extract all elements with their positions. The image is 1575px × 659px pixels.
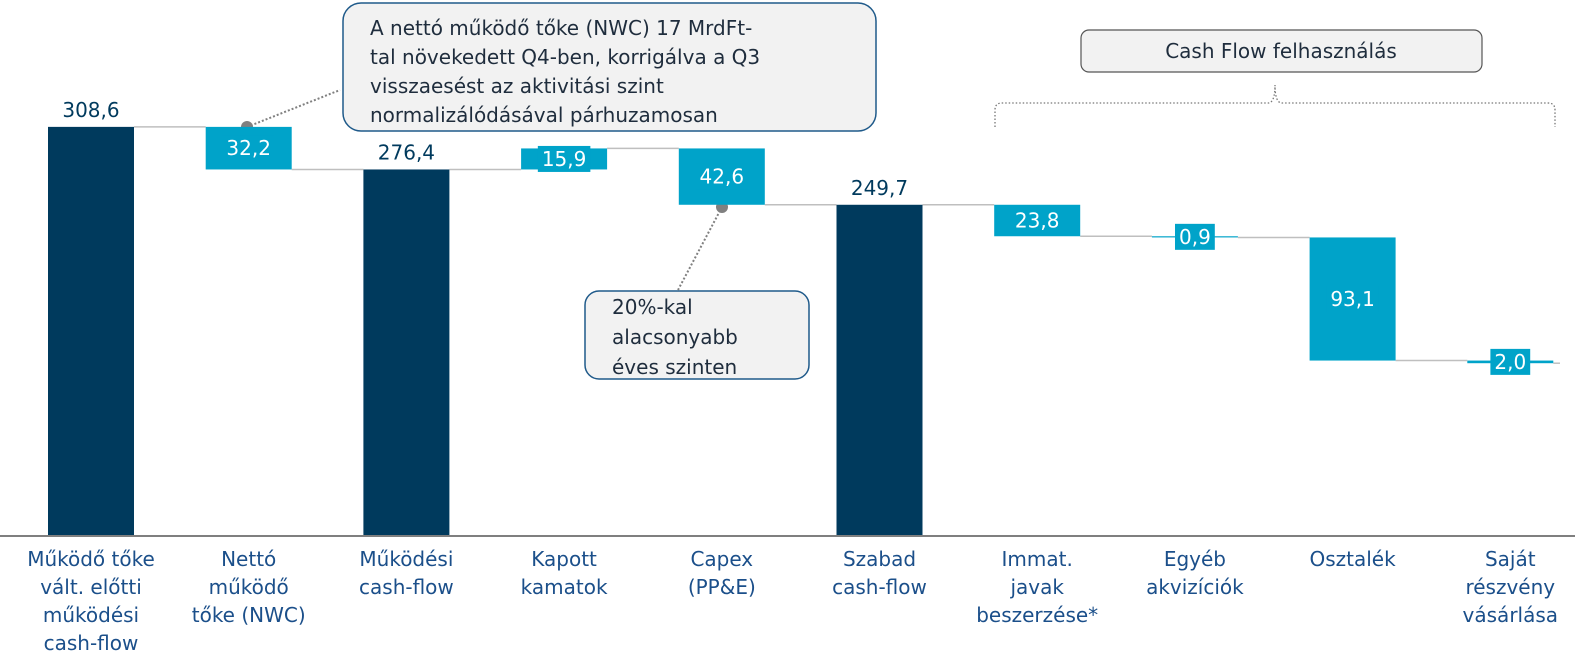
x-tick-label-line: akvizíciók — [1146, 575, 1244, 599]
leader-line — [246, 89, 341, 128]
callout-text: A nettó működő tőke (NWC) 17 MrdFt- — [370, 16, 752, 40]
x-tick-label-line: cash-flow — [44, 631, 139, 655]
value-label-bg — [1490, 348, 1531, 375]
bar — [48, 126, 134, 536]
callout-text: alacsonyabb — [612, 325, 738, 349]
value-label: 32,2 — [226, 136, 271, 160]
value-label-bg — [695, 163, 749, 190]
x-tick-label-line: Osztalék — [1309, 547, 1396, 571]
x-tick-label-line: Saját — [1485, 547, 1536, 571]
value-label-bg — [1174, 223, 1215, 250]
x-tick-label-line: működő — [209, 575, 289, 599]
leader-line — [677, 206, 723, 291]
bracket-box — [1080, 29, 1483, 73]
x-tick-label-line: Egyéb — [1164, 547, 1226, 571]
x-tick-label-line: Működési — [359, 547, 453, 571]
value-label: 15,9 — [542, 147, 587, 171]
value-label-bg — [222, 135, 275, 162]
x-tick-label: Működési cash-flow — [359, 547, 454, 599]
x-tick-label-line: cash-flow — [832, 575, 927, 599]
bracket — [994, 84, 1556, 127]
x-tick-label-line: (PP&E) — [688, 575, 756, 599]
value-label: 42,6 — [700, 165, 745, 189]
bar — [363, 169, 450, 535]
x-tick-label-line: Nettó — [221, 547, 276, 571]
x-tick-label-line: működési — [43, 603, 139, 627]
callout-text: visszaesést az aktivitási szint — [370, 74, 664, 98]
x-tick-label-line: cash-flow — [359, 575, 454, 599]
x-tick-label: Saját részvény vásárlása — [1463, 547, 1558, 627]
x-tick-label-line: Kapott — [531, 547, 597, 571]
value-label: 249,7 — [851, 176, 908, 200]
value-label: 93,1 — [1330, 287, 1375, 311]
x-tick-label-line: Működő tőke — [27, 547, 155, 571]
x-tick-label-line: tőke (NWC) — [192, 603, 306, 627]
value-label: 308,6 — [62, 98, 119, 122]
annotations: A nettó működő tőke (NWC) 17 MrdFt- tal … — [241, 2, 1556, 380]
value-label-bg — [1326, 285, 1379, 312]
x-tick-label-line: kamatok — [521, 575, 608, 599]
x-tick-label: Szabad cash-flow — [832, 547, 927, 599]
callout-text: tal növekedett Q4-ben, korrigálva a Q3 — [370, 45, 760, 69]
x-tick-label: Osztalék — [1309, 547, 1396, 571]
callout-text: éves szinten — [612, 355, 737, 379]
x-tick-label: Capex (PP&E) — [688, 547, 756, 599]
x-tick-label: Egyéb akvizíciók — [1146, 547, 1244, 599]
value-label: 23,8 — [1015, 209, 1060, 233]
callout-box — [342, 2, 877, 132]
value-label: 2,0 — [1494, 350, 1526, 374]
bracket-label: Cash Flow felhasználás — [1165, 39, 1397, 63]
x-tick-label: Nettó működő tőke (NWC) — [192, 547, 306, 627]
x-tick-label-line: Capex — [690, 547, 753, 571]
value-label: 0,9 — [1179, 225, 1211, 249]
x-tick-label-line: beszerzése* — [976, 603, 1098, 627]
x-tick-label: Kapott kamatok — [521, 547, 608, 599]
value-label: 276,4 — [378, 140, 435, 164]
callout-box — [584, 290, 810, 380]
x-tick-label-line: javak — [1009, 575, 1064, 599]
x-tick-label-line: Szabad — [843, 547, 916, 571]
x-tick-label-line: részvény — [1465, 575, 1555, 599]
x-tick-label-line: vált. előtti — [40, 575, 142, 599]
x-tick-label-line: vásárlása — [1463, 603, 1558, 627]
bar — [836, 204, 923, 536]
x-tick-label: Immat. javak beszerzése* — [976, 547, 1098, 627]
value-label-bg — [1010, 207, 1064, 234]
x-tick-label: Működő tőke vált. előtti működési cash-flow — [27, 547, 155, 655]
value-label-bg — [537, 145, 591, 172]
x-tick-label-line: Immat. — [1002, 547, 1073, 571]
callout-text: 20%-kal — [612, 295, 693, 319]
callout-text: normalizálódásával párhuzamosan — [370, 103, 718, 127]
